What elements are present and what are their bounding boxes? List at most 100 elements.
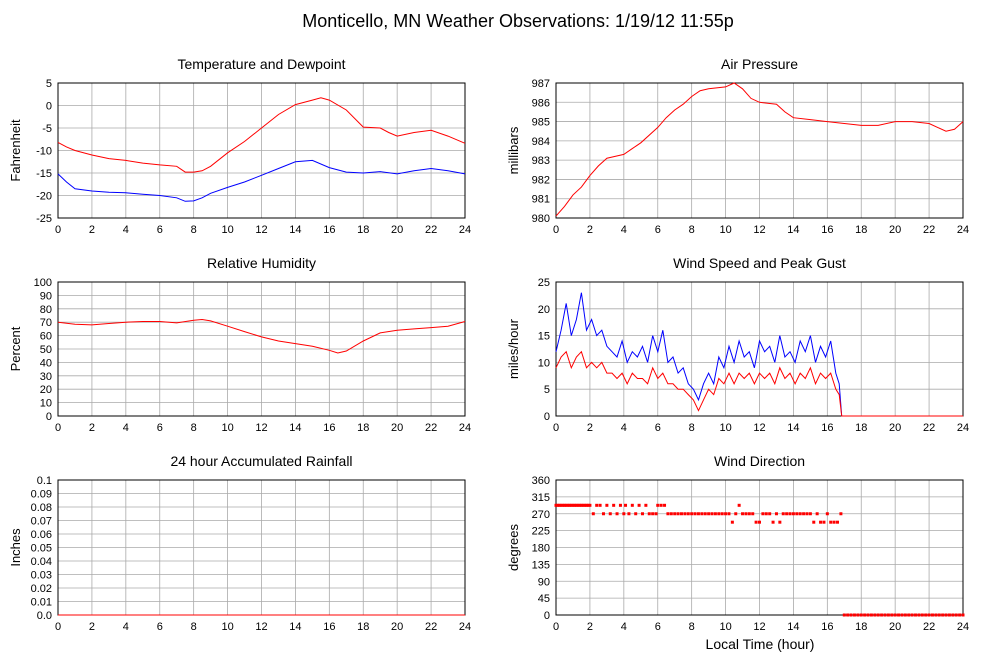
series-line-1 xyxy=(555,350,963,417)
chart-title: Wind Speed and Peak Gust xyxy=(673,255,846,271)
x-tick-label: 18 xyxy=(855,422,867,434)
x-axis-label: Local Time (hour) xyxy=(706,636,815,652)
data-point xyxy=(832,520,836,524)
y-tick-label: 10 xyxy=(538,357,550,369)
x-tick-label: 24 xyxy=(957,422,969,434)
x-tick-label: 2 xyxy=(89,621,95,633)
data-point xyxy=(622,512,626,516)
y-tick-label: 80 xyxy=(40,304,52,316)
x-tick-label: 8 xyxy=(689,422,695,434)
plot-frame xyxy=(555,479,964,616)
data-point xyxy=(647,512,651,516)
data-point xyxy=(744,512,748,516)
data-point xyxy=(659,503,663,507)
x-tick-label: 24 xyxy=(459,621,471,633)
x-tick-label: 4 xyxy=(123,224,129,236)
data-point xyxy=(713,512,717,516)
data-point xyxy=(798,512,802,516)
y-tick-label: 984 xyxy=(532,136,550,148)
x-tick-label: 10 xyxy=(221,422,233,434)
data-point xyxy=(557,503,561,507)
y-tick-label: 983 xyxy=(532,155,550,167)
y-tick-label: 985 xyxy=(532,117,550,129)
data-point xyxy=(679,512,683,516)
series-line-0 xyxy=(555,82,964,217)
data-point xyxy=(576,503,580,507)
data-point xyxy=(785,512,789,516)
x-tick-label: 10 xyxy=(719,224,731,236)
x-tick-label: 18 xyxy=(855,224,867,236)
data-point xyxy=(581,503,585,507)
data-point xyxy=(947,613,951,617)
x-tick-label: 6 xyxy=(157,422,163,434)
data-point xyxy=(825,512,829,516)
y-tick-label: 30 xyxy=(40,371,52,383)
x-tick-label: 6 xyxy=(655,621,661,633)
page-title: Monticello, MN Weather Observations: 1/1… xyxy=(302,11,734,31)
y-tick-label: 982 xyxy=(532,174,550,186)
data-point xyxy=(651,512,655,516)
x-tick-label: 16 xyxy=(821,422,833,434)
data-point xyxy=(910,613,914,617)
data-point xyxy=(644,503,648,507)
data-point xyxy=(859,613,863,617)
data-point xyxy=(720,512,724,516)
x-tick-label: 20 xyxy=(889,422,901,434)
x-tick-label: 24 xyxy=(459,224,471,236)
data-point xyxy=(566,503,570,507)
data-point xyxy=(605,503,609,507)
x-tick-label: 14 xyxy=(289,224,301,236)
data-point xyxy=(574,503,578,507)
x-tick-label: 8 xyxy=(689,621,695,633)
data-point xyxy=(741,512,745,516)
data-point xyxy=(873,613,877,617)
data-point xyxy=(751,512,755,516)
data-point xyxy=(571,503,575,507)
plot-frame xyxy=(57,82,466,219)
data-point xyxy=(805,512,809,516)
y-tick-label: 0.02 xyxy=(31,583,52,595)
x-tick-label: 4 xyxy=(621,621,627,633)
x-tick-label: 4 xyxy=(123,621,129,633)
data-point xyxy=(588,503,592,507)
x-tick-label: 12 xyxy=(753,224,765,236)
data-point xyxy=(842,613,846,617)
series-line-0 xyxy=(57,97,466,173)
data-point xyxy=(696,512,700,516)
y-tick-label: 0.08 xyxy=(31,502,52,514)
data-point xyxy=(886,613,890,617)
x-tick-label: 12 xyxy=(753,621,765,633)
data-point xyxy=(937,613,941,617)
data-point xyxy=(747,512,751,516)
y-tick-label: 0 xyxy=(544,411,550,423)
x-tick-label: 24 xyxy=(957,621,969,633)
data-point xyxy=(815,512,819,516)
x-tick-label: 0 xyxy=(55,224,61,236)
y-tick-label: -25 xyxy=(36,213,52,225)
data-point xyxy=(690,512,694,516)
x-tick-label: 6 xyxy=(655,422,661,434)
y-tick-label: 986 xyxy=(532,97,550,109)
x-tick-label: 20 xyxy=(391,621,403,633)
data-point xyxy=(666,512,670,516)
y-tick-label: 20 xyxy=(40,384,52,396)
y-tick-label: 10 xyxy=(40,398,52,410)
y-tick-label: 45 xyxy=(538,593,550,605)
data-point xyxy=(754,520,758,524)
y-tick-label: 360 xyxy=(532,475,550,487)
data-point xyxy=(802,512,806,516)
x-tick-label: 22 xyxy=(923,224,935,236)
y-tick-label: 0.0 xyxy=(37,610,52,622)
y-tick-label: 100 xyxy=(34,277,52,289)
x-tick-label: 10 xyxy=(221,224,233,236)
data-point xyxy=(903,613,907,617)
plot-frame xyxy=(555,82,964,219)
data-point xyxy=(764,512,768,516)
y-tick-label: 315 xyxy=(532,492,550,504)
x-tick-label: 16 xyxy=(323,224,335,236)
data-point xyxy=(761,512,765,516)
data-point xyxy=(822,520,826,524)
data-point xyxy=(573,503,577,507)
